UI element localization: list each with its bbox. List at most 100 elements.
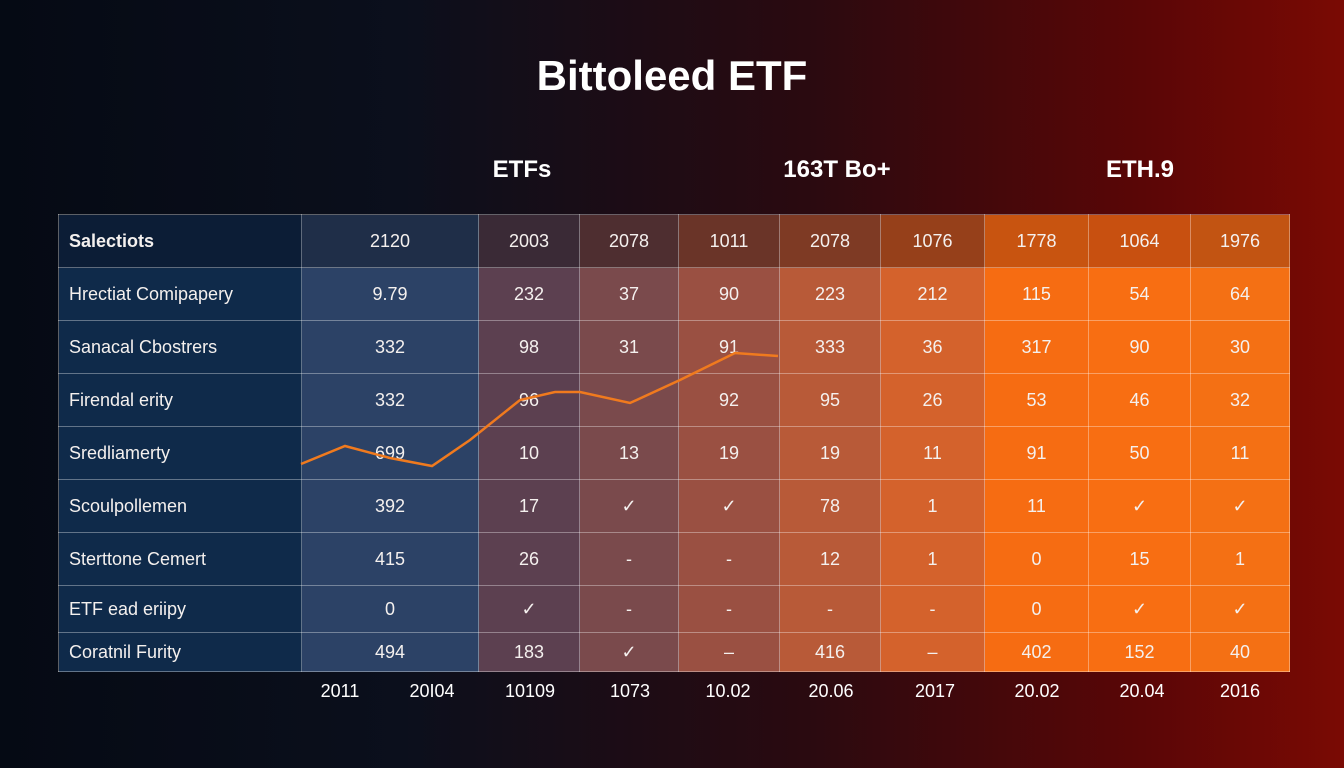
table-cell: 2078 [779,214,881,268]
table-cell: 31 [579,320,679,374]
table-cell: 54 [1088,267,1191,321]
table-cell: 90 [678,267,780,321]
group-header-eth: ETH.9 [1105,156,1175,183]
x-axis-label: 20.06 [808,681,854,701]
table-cell: 1 [1190,532,1290,586]
table-cell: 1064 [1088,214,1191,268]
row-label: ETF ead eriipy [58,585,302,633]
table-cell: 317 [984,320,1089,374]
table-cell: 46 [1088,373,1191,427]
table-cell: – [678,632,780,672]
table-cell: 95 [779,373,881,427]
group-header-163t: 163T Bo+ [783,156,891,183]
table-row: Hrectiat Comipapery 9.79 232 37 90 223 212 115 5… [58,267,1290,321]
table-cell: 223 [779,267,881,321]
table-cell: 333 [779,320,881,374]
table-cell: 64 [1190,267,1290,321]
table-cell: 402 [984,632,1089,672]
table-cell: ✓ [1088,585,1191,633]
table-cell: 26 [880,373,985,427]
table-cell: 12 [779,532,881,586]
x-axis-label: 10.02 [705,681,751,701]
table-cell: 183 [478,632,580,672]
table-cell: 40 [1190,632,1290,672]
table-cell: - [779,585,881,633]
table-cell: 91 [678,320,780,374]
table-cell: 1011 [678,214,780,268]
table-cell: 37 [579,267,679,321]
table-row: ETF ead eriipy 0 ✓ - - - -0 ✓ ✓ [58,585,1290,633]
table-cell: 1778 [984,214,1089,268]
table-cell: 13 [579,426,679,480]
row-label: Sterttone Cemert [58,532,302,586]
table-cell: 11 [1190,426,1290,480]
table-cell: 2120 [301,214,479,268]
table-cell: 416 [779,632,881,672]
row-label: Firendal erity [58,373,302,427]
table-cell: ✓ [678,479,780,533]
x-axis-label: 2017 [914,681,956,701]
table-cell: 96 [478,373,580,427]
table-row: Coratnil Furity 494 183 ✓ –416–402 152 40 [58,632,1290,672]
table-cell: 115 [984,267,1089,321]
table-header-row: Salectiots 2120 2003 2078 1011 2078 1076 1778 10… [58,214,1290,268]
table-cell: 17 [478,479,580,533]
table-cell: 332 [301,373,479,427]
row-label: Sredliamerty [58,426,302,480]
table-row: Firendal erity 332 96 92 95 26 53 46 32 [58,373,1290,427]
table-cell: 10 [478,426,580,480]
table-cell: 332 [301,320,479,374]
table-cell: 36 [880,320,985,374]
table-cell [579,373,679,427]
table-cell: - [579,532,679,586]
data-table: Salectiots 2120 2003 2078 1011 2078 1076 1778 10… [58,214,1290,672]
table-cell: ✓ [478,585,580,633]
table-cell: 53 [984,373,1089,427]
row-label: Coratnil Furity [58,632,302,672]
table-cell: 78 [779,479,881,533]
row-label: Scoulpollemen [58,479,302,533]
table-cell: 1 [880,479,985,533]
table-cell: 98 [478,320,580,374]
table-cell: 0 [301,585,479,633]
table-cell: 32 [1190,373,1290,427]
x-axis-label: 1073 [609,681,651,701]
table-cell: 415 [301,532,479,586]
x-axis-label: 20I04 [409,681,455,701]
table-cell: 50 [1088,426,1191,480]
x-axis-label: 2011 [320,681,360,701]
table-cell: ✓ [1088,479,1191,533]
group-header-etfs: ETFs [492,156,552,183]
table-cell: 26 [478,532,580,586]
table-cell: 15 [1088,532,1191,586]
row-label: Hrectiat Comipapery [58,267,302,321]
table-cell: 392 [301,479,479,533]
table-cell: 1 [880,532,985,586]
x-axis-label: 10109 [504,681,556,701]
table-cell: ✓ [1190,585,1290,633]
table-cell: ✓ [579,479,679,533]
x-axis-label: 20.04 [1119,681,1165,701]
x-axis-label: 20.02 [1014,681,1060,701]
table-cell: 0 [984,585,1089,633]
table-cell: 90 [1088,320,1191,374]
table-cell: 92 [678,373,780,427]
table-cell: - [678,585,780,633]
table-cell: 699 [301,426,479,480]
table-cell: 19 [678,426,780,480]
table-row: Scoulpollemen 392 17 ✓ ✓ 78 1 11 ✓ ✓ [58,479,1290,533]
table-row: Sredliamerty 699 10 13 19 19 11 91 50 11 [58,426,1290,480]
table-cell: 11 [984,479,1089,533]
table-row: Sanacal Cbostrers 332 98 31 91 333 36 317 90 30 [58,320,1290,374]
table-cell: ✓ [579,632,679,672]
table-cell: 0 [984,532,1089,586]
table-cell: 19 [779,426,881,480]
table-cell: 9.79 [301,267,479,321]
row-label: Salectiots [58,214,302,268]
table-cell: 91 [984,426,1089,480]
table-cell: 1976 [1190,214,1290,268]
table-row: Sterttone Cemert 415 26- -12 1 0 15 1 [58,532,1290,586]
row-label: Sanacal Cbostrers [58,320,302,374]
table-cell: 152 [1088,632,1191,672]
table-cell: ✓ [1190,479,1290,533]
